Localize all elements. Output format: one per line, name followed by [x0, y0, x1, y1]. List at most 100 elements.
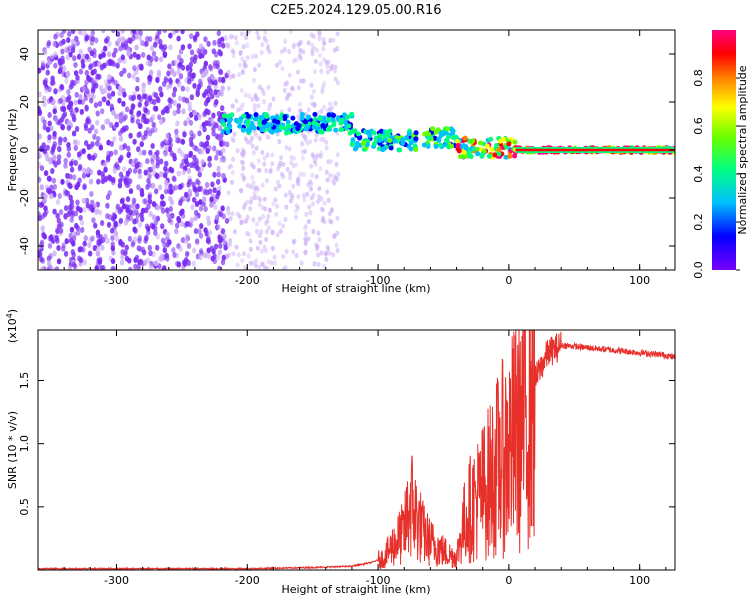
spectrum-point	[147, 173, 152, 180]
spectrum-point	[88, 63, 94, 70]
spectrum-point	[97, 73, 102, 80]
spectrum-point	[321, 46, 326, 52]
spectrum-point	[184, 191, 189, 198]
spectrum-point	[303, 250, 308, 256]
spectrum-point	[94, 119, 100, 126]
spectrum-point	[78, 93, 83, 100]
spectrum-point	[319, 196, 324, 202]
spectrum-point	[177, 95, 183, 102]
spectrum-point	[52, 154, 57, 161]
spectrum-point	[265, 218, 270, 224]
spectrum-point	[243, 63, 248, 69]
spectrum-point	[66, 151, 71, 158]
spectrum-point	[107, 40, 112, 47]
spectrum-point	[61, 245, 66, 252]
spectrum-point	[294, 57, 299, 63]
spectrum-point	[64, 238, 69, 245]
spectrum-point	[179, 150, 185, 157]
spectrum-point	[173, 59, 179, 66]
spectrum-point	[128, 215, 133, 222]
spectrum-point	[216, 171, 221, 178]
spectrum-point	[262, 161, 267, 167]
spectrum-point	[212, 253, 217, 260]
spectrum-point	[225, 42, 230, 49]
spectrum-point	[204, 68, 209, 75]
spectrum-point	[252, 190, 257, 197]
spectrum-point	[299, 260, 304, 266]
x-tick-label: -300	[104, 574, 129, 587]
spectrum-point	[164, 180, 169, 187]
spectrum-point	[238, 50, 243, 56]
spectrum-point	[339, 126, 345, 132]
spectrum-point	[235, 211, 240, 217]
spectrum-point	[325, 63, 330, 69]
spectrum-point	[213, 204, 218, 211]
spectrum-point	[512, 139, 518, 145]
spectrum-point	[312, 111, 318, 117]
spectrum-point	[57, 146, 62, 153]
spectrum-point	[215, 149, 221, 156]
spectrum-point	[203, 48, 208, 55]
spectrum-point	[470, 138, 476, 144]
spectrum-point	[111, 177, 116, 184]
spectrum-point	[291, 163, 296, 169]
spectrum-point	[496, 147, 502, 153]
spectrum-point	[150, 143, 155, 150]
spectrum-point	[81, 62, 86, 69]
x-tick-label: -200	[235, 274, 260, 287]
spectrum-point	[150, 114, 156, 121]
spectrum-point	[117, 182, 123, 189]
spectrum-point	[138, 162, 144, 169]
spectrum-point	[203, 100, 209, 107]
spectrum-point	[52, 208, 57, 215]
spectrum-point	[104, 79, 109, 86]
spectrum-point	[257, 232, 262, 239]
spectrum-point	[124, 106, 130, 113]
spectrum-point	[65, 70, 71, 77]
spectrum-point	[306, 40, 311, 46]
spectrum-point	[47, 112, 52, 119]
spectrum-point	[224, 141, 230, 148]
spectrum-point	[240, 127, 246, 133]
spectrum-point	[41, 142, 46, 149]
spectrum-point	[331, 177, 336, 184]
spectrum-point	[303, 223, 308, 229]
spectrum-point	[180, 85, 186, 92]
spectrum-point	[241, 251, 246, 257]
spectrum-point	[329, 158, 334, 164]
spectrum-point	[426, 135, 432, 141]
spectrum-point	[301, 172, 306, 178]
spectrum-point	[328, 37, 333, 44]
spectrum-point	[167, 217, 172, 224]
spectrum-point	[84, 69, 90, 76]
spectrum-point	[321, 136, 326, 142]
spectrum-point	[277, 220, 282, 227]
spectrum-point	[148, 264, 154, 270]
spectrum-point	[184, 220, 190, 227]
spectrum-point	[45, 144, 50, 151]
spectrum-point	[432, 135, 438, 141]
spectrum-point	[84, 53, 90, 60]
spectrum-point	[143, 259, 148, 266]
spectrum-point	[105, 100, 111, 107]
spectrum-point	[39, 165, 45, 172]
spectrum-point	[257, 265, 262, 270]
spectrum-point	[486, 153, 492, 159]
spectrum-point	[239, 219, 244, 225]
spectrum-point	[139, 141, 144, 148]
spectrum-point	[105, 202, 110, 209]
spectrum-point	[50, 75, 55, 82]
spectrum-point	[198, 205, 204, 212]
spectrum-point	[82, 259, 88, 266]
spectrum-point	[213, 89, 218, 96]
spectrum-point	[110, 258, 116, 265]
x-tick-label: -100	[366, 274, 391, 287]
spectrum-point	[111, 109, 116, 116]
spectrum-point	[317, 236, 322, 243]
spectrum-point	[119, 198, 125, 205]
spectrum-point	[422, 131, 428, 137]
spectrum-point	[181, 108, 186, 115]
spectrum-point	[169, 188, 174, 195]
spectrum-point	[42, 119, 47, 126]
spectrum-point	[222, 233, 227, 240]
